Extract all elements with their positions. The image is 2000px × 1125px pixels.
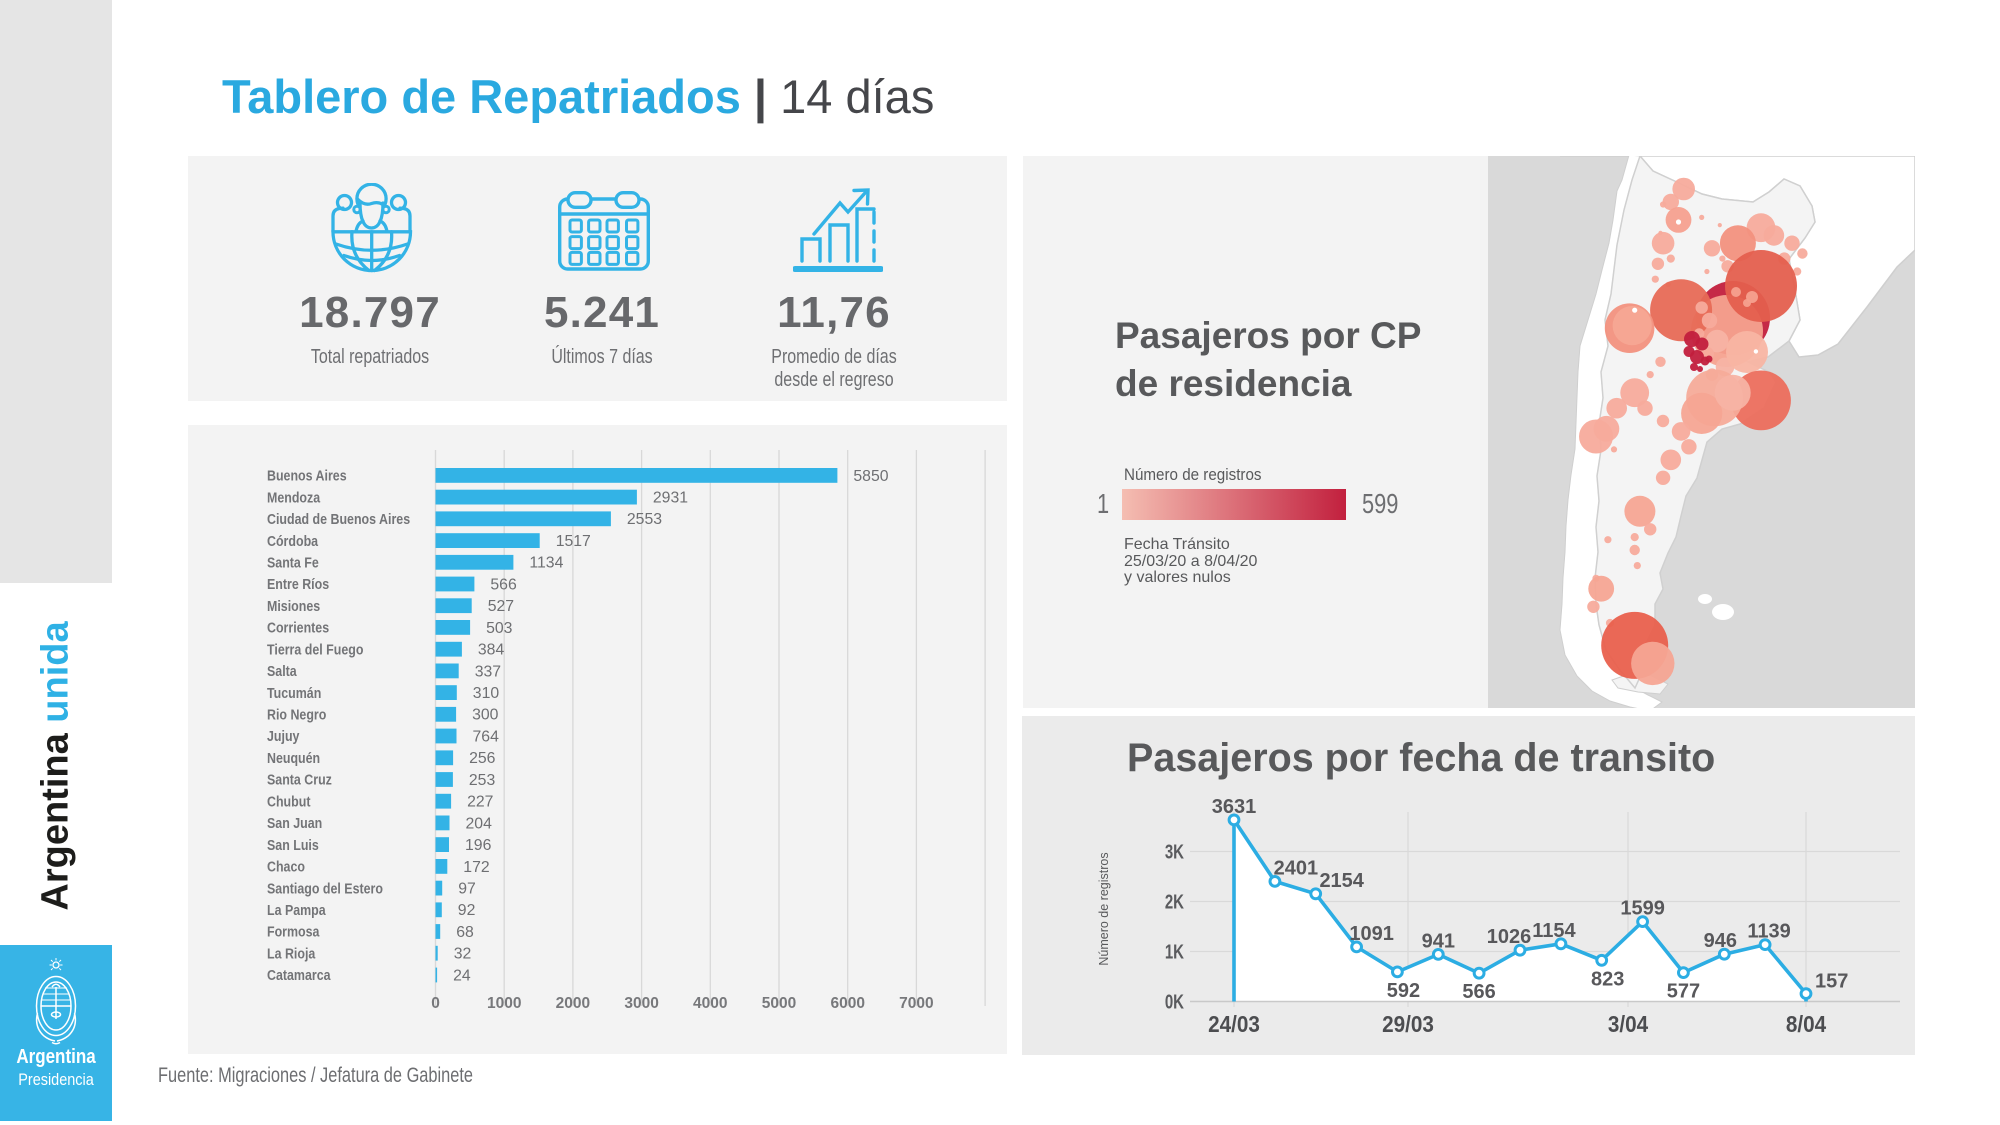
svg-text:157: 157 (1815, 971, 1848, 993)
svg-text:Salta: Salta (267, 663, 297, 679)
svg-text:566: 566 (490, 576, 517, 593)
svg-text:823: 823 (1591, 968, 1624, 990)
svg-text:1091: 1091 (1349, 923, 1394, 945)
svg-text:Jujuy: Jujuy (267, 728, 300, 744)
svg-text:2K: 2K (1165, 890, 1184, 913)
svg-text:Tucumán: Tucumán (267, 685, 321, 701)
svg-text:1139: 1139 (1747, 921, 1790, 943)
svg-text:2401: 2401 (1274, 857, 1319, 879)
svg-text:1000: 1000 (487, 995, 521, 1012)
svg-text:San Luis: San Luis (267, 837, 319, 853)
svg-text:300: 300 (472, 707, 499, 724)
svg-text:Catamarca: Catamarca (267, 967, 331, 983)
svg-text:Mendoza: Mendoza (267, 489, 321, 505)
svg-text:3K: 3K (1165, 840, 1184, 863)
svg-text:Chubut: Chubut (267, 793, 311, 809)
svg-text:Entre Ríos: Entre Ríos (267, 576, 329, 592)
svg-text:24: 24 (453, 967, 471, 984)
svg-text:Córdoba: Córdoba (267, 533, 318, 549)
svg-text:68: 68 (456, 924, 474, 941)
svg-text:227: 227 (467, 794, 493, 811)
svg-text:253: 253 (469, 772, 496, 789)
svg-text:592: 592 (1387, 980, 1420, 1002)
svg-text:310: 310 (473, 685, 500, 702)
svg-text:946: 946 (1704, 930, 1737, 952)
svg-text:Corrientes: Corrientes (267, 620, 329, 636)
svg-text:384: 384 (478, 642, 505, 659)
svg-text:24/03: 24/03 (1208, 1011, 1260, 1037)
svg-text:7000: 7000 (899, 995, 933, 1012)
svg-text:Buenos Aires: Buenos Aires (267, 468, 347, 484)
svg-text:941: 941 (1422, 930, 1455, 952)
svg-text:2931: 2931 (653, 490, 688, 507)
svg-text:La Pampa: La Pampa (267, 902, 326, 918)
svg-text:566: 566 (1462, 981, 1495, 1003)
svg-text:337: 337 (475, 663, 501, 680)
svg-text:0K: 0K (1165, 990, 1184, 1013)
svg-text:6000: 6000 (830, 995, 864, 1012)
svg-text:1026: 1026 (1487, 926, 1532, 948)
svg-text:29/03: 29/03 (1382, 1011, 1434, 1037)
svg-text:764: 764 (473, 728, 500, 745)
svg-text:503: 503 (486, 620, 513, 637)
svg-text:Misiones: Misiones (267, 598, 321, 614)
svg-text:8/04: 8/04 (1786, 1011, 1827, 1037)
svg-text:256: 256 (469, 750, 496, 767)
svg-text:Chaco: Chaco (267, 859, 305, 875)
svg-text:1K: 1K (1165, 940, 1184, 963)
svg-text:1517: 1517 (556, 533, 591, 550)
svg-text:577: 577 (1667, 981, 1700, 1003)
svg-text:Neuquén: Neuquén (267, 750, 320, 766)
svg-text:3/04: 3/04 (1608, 1011, 1649, 1037)
svg-text:Tierra del Fuego: Tierra del Fuego (267, 641, 363, 657)
svg-text:92: 92 (458, 902, 476, 919)
svg-text:Formosa: Formosa (267, 924, 320, 940)
svg-text:1134: 1134 (529, 555, 563, 572)
svg-text:3631: 3631 (1212, 796, 1257, 818)
svg-text:Santa Cruz: Santa Cruz (267, 772, 332, 788)
svg-text:1154: 1154 (1532, 920, 1576, 942)
svg-text:196: 196 (465, 837, 492, 854)
svg-text:32: 32 (454, 946, 472, 963)
svg-text:5850: 5850 (853, 468, 888, 485)
svg-text:1599: 1599 (1620, 898, 1665, 920)
svg-text:97: 97 (458, 881, 476, 898)
svg-text:2000: 2000 (556, 995, 590, 1012)
svg-text:172: 172 (463, 859, 489, 876)
svg-text:0: 0 (431, 995, 440, 1012)
svg-text:527: 527 (488, 598, 514, 615)
svg-text:Ciudad de Buenos Aires: Ciudad de Buenos Aires (267, 511, 410, 527)
svg-text:5000: 5000 (762, 995, 796, 1012)
svg-text:204: 204 (466, 815, 493, 832)
svg-text:2553: 2553 (627, 511, 662, 528)
svg-text:4000: 4000 (693, 995, 727, 1012)
svg-text:3000: 3000 (624, 995, 658, 1012)
svg-text:San Juan: San Juan (267, 815, 322, 831)
svg-text:La Rioja: La Rioja (267, 945, 316, 961)
svg-text:Santiago del Estero: Santiago del Estero (267, 880, 383, 896)
svg-text:Rio Negro: Rio Negro (267, 707, 326, 723)
svg-text:Santa Fe: Santa Fe (267, 555, 319, 571)
svg-text:2154: 2154 (1319, 870, 1364, 892)
